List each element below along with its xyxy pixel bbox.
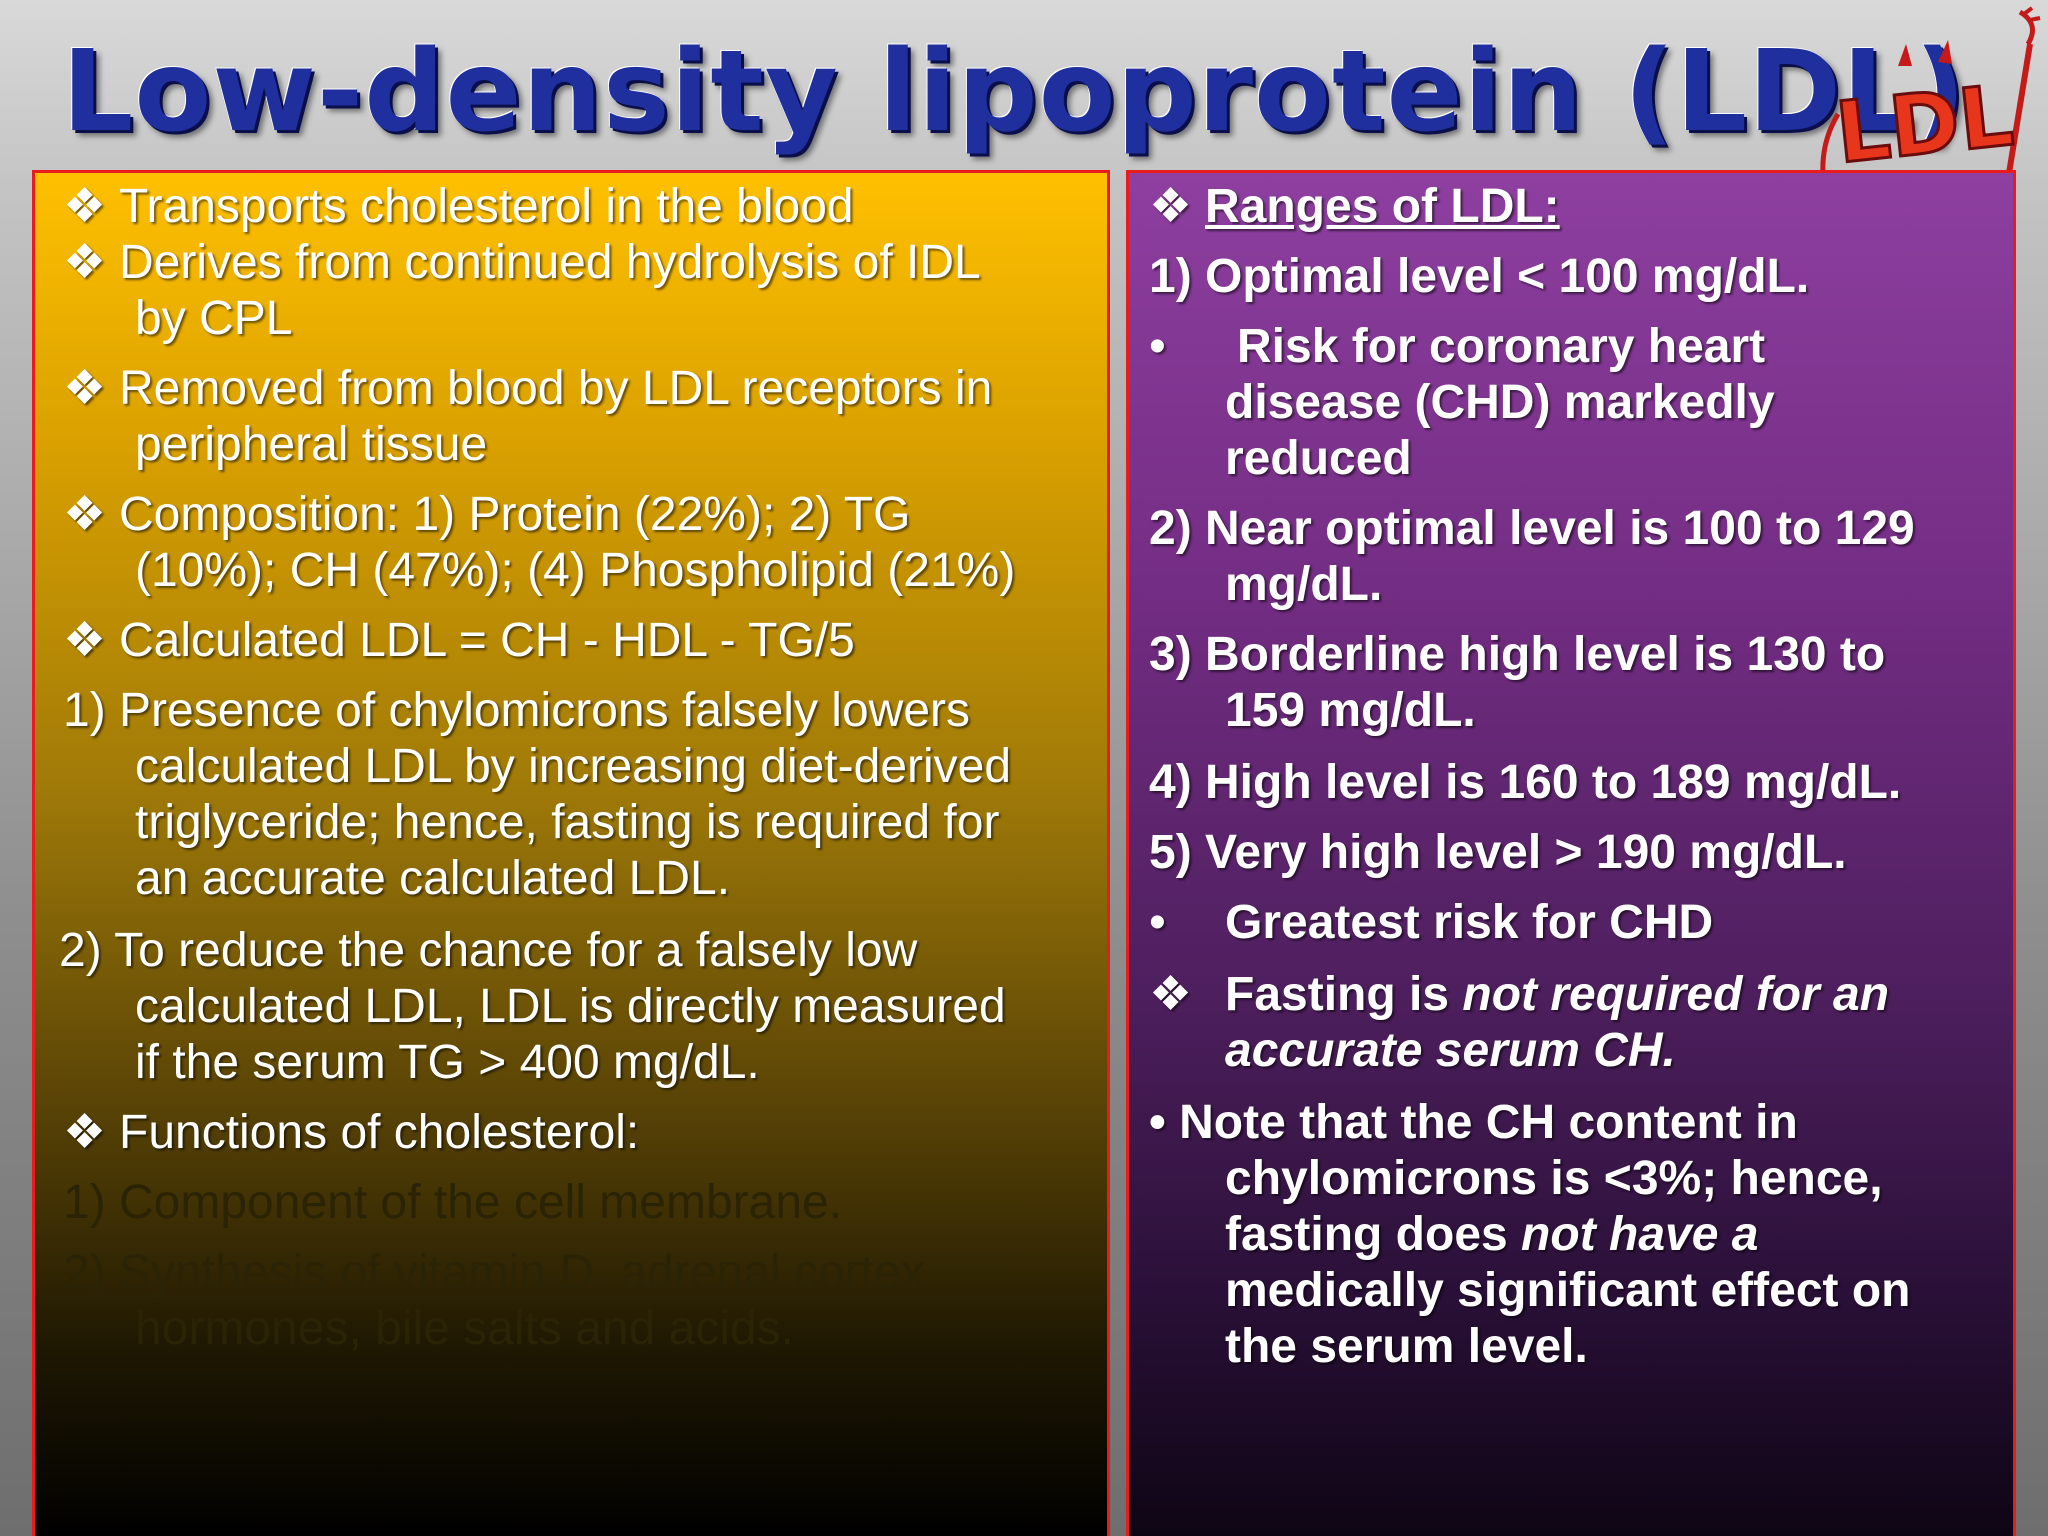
dot-bullet-icon: • xyxy=(1149,896,1166,949)
left-bullet-3: ❖ Removed from blood by LDL receptors in xyxy=(63,362,993,415)
left-bullet-6: ❖ Functions of cholesterol: xyxy=(63,1106,640,1159)
range-near-optimal: 2) Near optimal level is 100 to 129 xyxy=(1149,502,1915,555)
diamond-bullet-icon: ❖ xyxy=(1149,180,1193,233)
chylomicron-note-cont: medically significant effect on xyxy=(1225,1264,1911,1317)
diamond-bullet-icon: ❖ xyxy=(63,488,107,541)
dot-bullet-icon: • xyxy=(1149,320,1166,373)
fasting-note-cont: accurate serum CH. xyxy=(1225,1024,1676,1077)
fasting-note: ❖ Fasting is not required for an xyxy=(1149,968,1890,1021)
logo-text: LDL xyxy=(1831,66,2017,182)
range-very-high-note: • Greatest risk for CHD xyxy=(1149,896,1714,949)
range-optimal-note-cont: disease (CHD) markedly xyxy=(1225,376,1775,429)
left-bullet-5: ❖ Calculated LDL = CH - HDL - TG/5 xyxy=(63,614,855,667)
left-function-2-cont: hormones, bile salts and acids. xyxy=(135,1302,795,1355)
range-optimal-note: • Risk for coronary heart xyxy=(1149,320,1766,373)
left-numbered-2-cont: calculated LDL, LDL is directly measured xyxy=(135,980,1006,1033)
left-function-2: 2) Synthesis of vitamin D, adrenal corte… xyxy=(63,1246,925,1299)
chylomicron-note-cont: chylomicrons is <3%; hence, xyxy=(1225,1152,1883,1205)
left-content-panel: ❖ Transports cholesterol in the blood ❖ De… xyxy=(32,170,1110,1536)
slide-title: Low-density lipoprotein (LDL) xyxy=(62,27,1967,157)
left-bullet-1: ❖ Transports cholesterol in the blood xyxy=(63,180,854,233)
diamond-bullet-icon: ❖ xyxy=(63,614,107,667)
diamond-bullet-icon: ❖ xyxy=(63,180,107,233)
diamond-bullet-icon: ❖ xyxy=(63,236,107,289)
range-high: 4) High level is 160 to 189 mg/dL. xyxy=(1149,756,1902,809)
diamond-bullet-icon: ❖ xyxy=(63,1106,107,1159)
left-bullet-2: ❖ Derives from continued hydrolysis of ID… xyxy=(63,236,981,289)
right-heading: ❖ Ranges of LDL: xyxy=(1149,180,1560,233)
chylomicron-note: • Note that the CH content in xyxy=(1149,1096,1798,1149)
diamond-bullet-icon: ❖ xyxy=(1149,968,1193,1021)
chylomicron-note-cont: the serum level. xyxy=(1225,1320,1588,1373)
left-numbered-2-cont: if the serum TG > 400 mg/dL. xyxy=(135,1036,760,1089)
range-borderline-cont: 159 mg/dL. xyxy=(1225,684,1476,737)
left-numbered-1-cont: triglyceride; hence, fasting is required… xyxy=(135,796,1000,849)
right-content-panel: ❖ Ranges of LDL: 1) Optimal level < 100 m… xyxy=(1126,170,2016,1536)
left-bullet-2-cont: by CPL xyxy=(135,292,293,345)
diamond-bullet-icon: ❖ xyxy=(63,362,107,415)
left-numbered-1-cont: calculated LDL by increasing diet-derive… xyxy=(135,740,1012,793)
chylomicron-note-cont: fasting does not have a xyxy=(1225,1208,1759,1261)
left-numbered-1-cont: an accurate calculated LDL. xyxy=(135,852,731,905)
left-numbered-2: 2) To reduce the chance for a falsely lo… xyxy=(59,924,918,977)
left-bullet-4-cont: (10%); CH (47%); (4) Phospholipid (21%) xyxy=(135,544,1016,597)
left-numbered-1: 1) Presence of chylomicrons falsely lowe… xyxy=(63,684,971,737)
range-very-high: 5) Very high level > 190 mg/dL. xyxy=(1149,826,1847,879)
left-function-1: 1) Component of the cell membrane. xyxy=(63,1176,843,1229)
range-optimal: 1) Optimal level < 100 mg/dL. xyxy=(1149,250,1810,303)
range-optimal-note-cont: reduced xyxy=(1225,432,1412,485)
left-bullet-4: ❖ Composition: 1) Protein (22%); 2) TG xyxy=(63,488,911,541)
left-bullet-3-cont: peripheral tissue xyxy=(135,418,488,471)
range-near-optimal-cont: mg/dL. xyxy=(1225,558,1383,611)
range-borderline: 3) Borderline high level is 130 to xyxy=(1149,628,1886,681)
